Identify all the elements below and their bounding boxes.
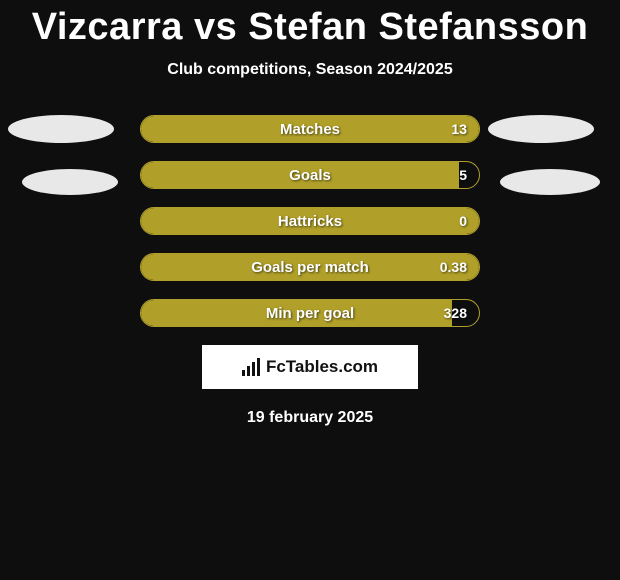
page-subtitle: Club competitions, Season 2024/2025 — [0, 61, 620, 79]
stat-fill — [141, 254, 479, 280]
decoration-oval — [22, 169, 118, 195]
stat-row: Goals per match0.38 — [140, 253, 480, 281]
stat-row: Min per goal328 — [140, 299, 480, 327]
stat-fill — [141, 116, 479, 142]
stat-row: Goals5 — [140, 161, 480, 189]
decoration-oval — [488, 115, 594, 143]
date-label: 19 february 2025 — [0, 409, 620, 427]
stat-row: Matches13 — [140, 115, 480, 143]
decoration-oval — [500, 169, 600, 195]
bar-chart-icon — [242, 358, 260, 376]
page-title: Vizcarra vs Stefan Stefansson — [0, 0, 620, 49]
stats-area: Matches13 Goals5 Hattricks0 Goals per match… — [0, 115, 620, 327]
stat-row: Hattricks0 — [140, 207, 480, 235]
brand-label: FcTables.com — [266, 357, 378, 377]
decoration-oval — [8, 115, 114, 143]
brand-box[interactable]: FcTables.com — [202, 345, 418, 389]
stat-fill — [141, 162, 459, 188]
stat-fill — [141, 208, 479, 234]
stat-value: 5 — [459, 162, 467, 188]
stat-fill — [141, 300, 452, 326]
